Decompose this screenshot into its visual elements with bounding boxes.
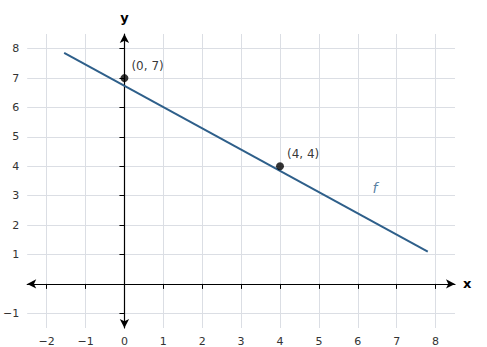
svg-text:7: 7 bbox=[393, 335, 400, 347]
svg-text:−2: −2 bbox=[39, 335, 55, 347]
svg-text:2: 2 bbox=[12, 219, 19, 232]
svg-text:6: 6 bbox=[12, 101, 19, 114]
svg-text:x: x bbox=[463, 276, 472, 291]
svg-text:3: 3 bbox=[238, 335, 245, 347]
svg-text:0: 0 bbox=[121, 335, 128, 347]
svg-text:4: 4 bbox=[276, 335, 283, 347]
svg-text:4: 4 bbox=[12, 160, 19, 173]
svg-text:1: 1 bbox=[160, 335, 167, 347]
svg-text:7: 7 bbox=[12, 72, 19, 85]
svg-text:−1: −1 bbox=[77, 335, 93, 347]
svg-text:−1: −1 bbox=[3, 307, 19, 320]
svg-text:(4, 4): (4, 4) bbox=[287, 147, 319, 161]
svg-text:2: 2 bbox=[199, 335, 206, 347]
svg-text:5: 5 bbox=[12, 130, 19, 143]
svg-text:f: f bbox=[373, 180, 380, 196]
svg-text:8: 8 bbox=[12, 42, 19, 55]
svg-text:3: 3 bbox=[12, 189, 19, 202]
svg-text:5: 5 bbox=[315, 335, 322, 347]
svg-text:1: 1 bbox=[12, 248, 19, 261]
svg-text:6: 6 bbox=[354, 335, 361, 347]
svg-text:(0, 7): (0, 7) bbox=[131, 59, 163, 73]
svg-text:y: y bbox=[120, 10, 129, 25]
svg-text:8: 8 bbox=[432, 335, 439, 347]
